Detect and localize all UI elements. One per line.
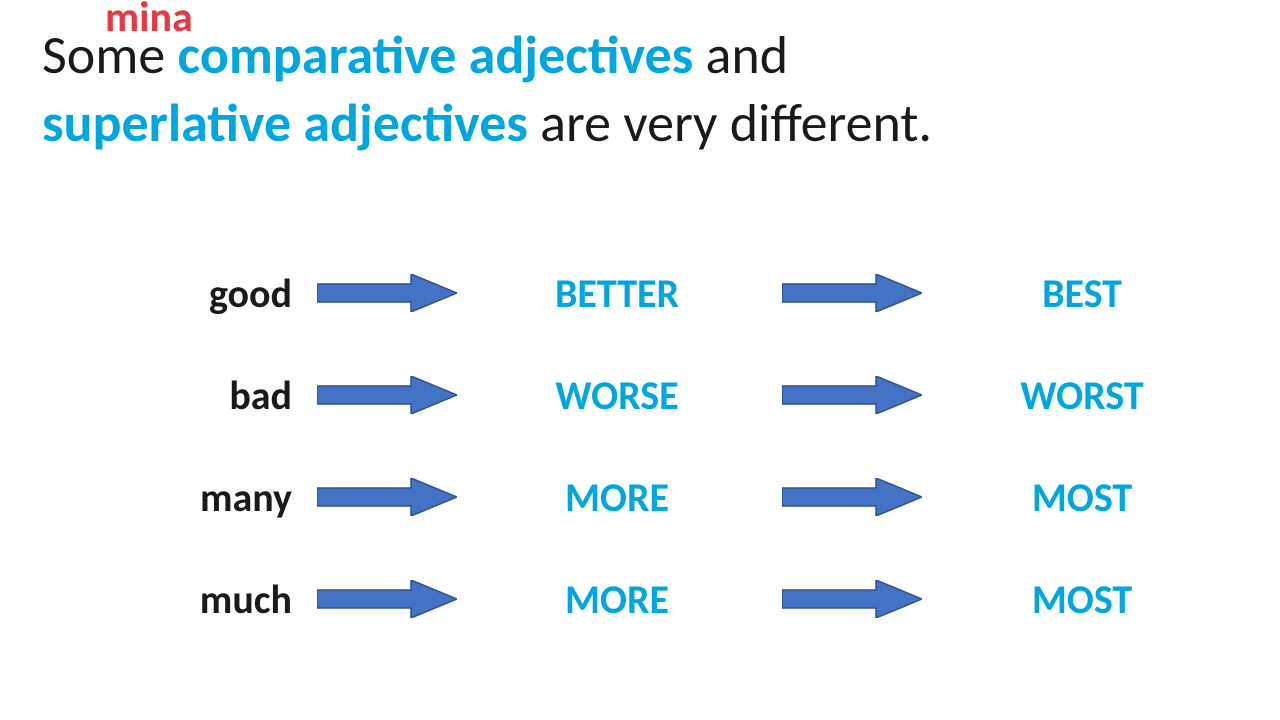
superlative-adjective: worst — [952, 371, 1212, 420]
table-row: many more most — [42, 452, 1238, 542]
arrow-icon — [317, 274, 457, 312]
arrow-icon — [317, 478, 457, 516]
comparative-adjective: worse — [482, 371, 752, 420]
arrow-cell — [752, 478, 952, 516]
comparative-adjective: more — [482, 473, 752, 522]
arrow-cell — [292, 376, 482, 414]
superlative-adjective: most — [952, 473, 1212, 522]
arrow-icon — [317, 376, 457, 414]
adjectives-table: good better best bad worse worst — [42, 248, 1238, 656]
arrow-icon — [782, 478, 922, 516]
table-row: good better best — [42, 248, 1238, 338]
arrow-icon — [782, 580, 922, 618]
table-row: much more most — [42, 554, 1238, 644]
arrow-icon — [782, 274, 922, 312]
base-adjective: many — [42, 473, 292, 522]
title-line1-highlight: comparative adjectives — [178, 22, 694, 88]
arrow-cell — [752, 274, 952, 312]
arrow-cell — [752, 376, 952, 414]
arrow-cell — [292, 274, 482, 312]
title-line2-part2: are very different. — [528, 90, 932, 156]
arrow-cell — [752, 580, 952, 618]
superlative-adjective: most — [952, 575, 1212, 624]
table-row: bad worse worst — [42, 350, 1238, 440]
arrow-icon — [782, 376, 922, 414]
comparative-adjective: better — [482, 269, 752, 318]
title-line2-highlight: superlative adjectives — [42, 90, 528, 156]
base-adjective: good — [42, 269, 292, 318]
arrow-cell — [292, 580, 482, 618]
base-adjective: bad — [42, 371, 292, 420]
slide-title: Some comparative adjectives and superlat… — [42, 22, 932, 157]
arrow-icon — [317, 580, 457, 618]
superlative-adjective: best — [952, 269, 1212, 318]
comparative-adjective: more — [482, 575, 752, 624]
base-adjective: much — [42, 575, 292, 624]
arrow-cell — [292, 478, 482, 516]
title-line1-part2: and — [693, 22, 788, 88]
title-line1-part1: Some — [42, 22, 178, 88]
